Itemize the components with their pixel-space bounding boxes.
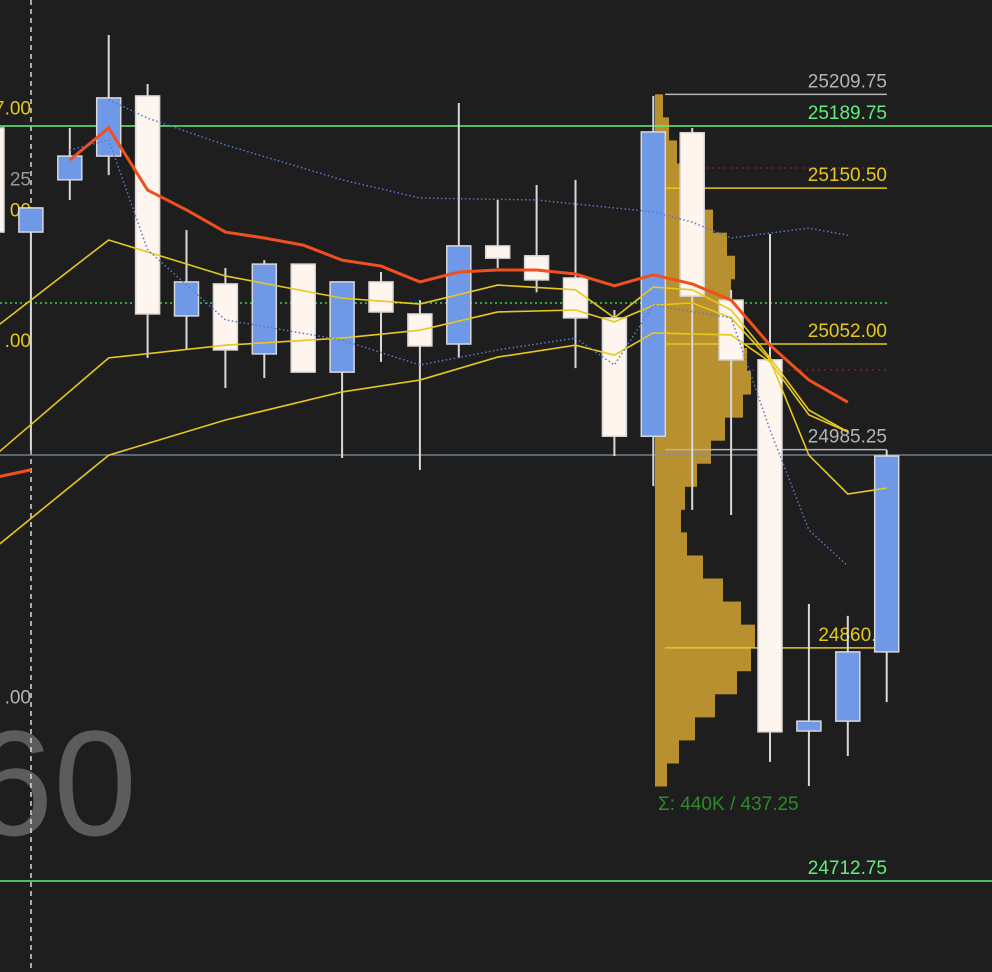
candle-body — [18, 207, 44, 233]
volume-profile-bar — [655, 624, 755, 649]
ma-indicator-line — [0, 239, 849, 433]
volume-profile-bar — [655, 578, 723, 603]
candle — [329, 281, 355, 458]
candle-body — [601, 317, 628, 437]
candle — [368, 272, 394, 362]
candle — [134, 84, 161, 358]
candle-body — [173, 281, 200, 317]
band-indicator-line — [69, 138, 849, 567]
volume-profile-bar — [655, 762, 667, 787]
candle-body — [0, 127, 5, 233]
candle — [757, 234, 783, 762]
left-price-label: 7.00 — [0, 99, 31, 120]
ema_fast-indicator-line — [0, 468, 32, 478]
candle — [835, 615, 861, 756]
candle — [601, 309, 628, 457]
volume-profile-bar — [655, 486, 685, 510]
left-price-label: .00 — [5, 687, 31, 708]
candle — [796, 603, 822, 787]
candle-body — [796, 720, 822, 732]
left-price-label: 25 — [10, 170, 31, 191]
price-level-label: 25189.75 — [808, 103, 887, 124]
volume-profile-bar — [655, 670, 737, 695]
ma-indicator-line — [0, 332, 849, 545]
band-indicator-line — [108, 99, 848, 239]
price-level-label: 24985.25 — [808, 427, 887, 448]
candle-body — [368, 281, 394, 313]
candle — [251, 260, 278, 379]
volume-profile-bar — [655, 371, 751, 395]
candle — [523, 184, 550, 293]
candle — [95, 34, 122, 176]
candle-body — [484, 245, 511, 259]
candle — [0, 127, 5, 233]
volume-profile-bar — [655, 739, 679, 764]
candle-body — [329, 281, 355, 373]
volume-profile-bar — [655, 716, 695, 741]
candle — [873, 450, 900, 703]
candle — [18, 207, 44, 451]
candle — [640, 95, 667, 487]
volume-profile-summary: Σ: 440K / 437.25 — [658, 794, 799, 815]
volume-profile-bar — [655, 555, 703, 580]
volume-profile-bar — [655, 693, 715, 718]
candle-body — [446, 245, 472, 345]
candle-body — [251, 263, 278, 355]
candle-body — [873, 455, 900, 653]
candle — [212, 268, 239, 388]
ema_fast-indicator-line — [68, 125, 849, 404]
volume-profile-bar — [655, 509, 681, 533]
ma-indicator-line — [0, 302, 887, 495]
candle — [446, 103, 472, 358]
candle-body — [57, 155, 83, 181]
price-level-label: 25209.75 — [808, 71, 887, 92]
volume-profile-bar — [655, 532, 687, 556]
candle-body — [212, 283, 239, 351]
volume-profile-bar — [655, 463, 697, 487]
left-price-label: .00 — [5, 331, 31, 352]
price-level-label: 25150.50 — [808, 165, 887, 186]
volume-profile-bar — [655, 440, 711, 464]
candle-body — [640, 131, 667, 437]
candle-body — [134, 95, 161, 315]
candle-body — [835, 651, 861, 722]
candle — [290, 263, 316, 373]
candle — [484, 199, 511, 269]
price-level-label: 24712.75 — [808, 858, 887, 879]
volume-profile-bar — [655, 647, 751, 672]
volume-profile-bar — [655, 301, 725, 326]
candle — [57, 127, 83, 200]
candle-body — [679, 131, 705, 297]
watermark-text: 60 — [0, 699, 137, 867]
candle-body — [523, 255, 550, 281]
volume-profile-bar — [655, 324, 737, 349]
candle — [407, 300, 433, 470]
candle — [173, 230, 200, 350]
volume-profile-bar — [655, 94, 663, 118]
candle-body — [407, 313, 433, 347]
volume-profile-bar — [655, 417, 725, 441]
candle — [679, 127, 705, 510]
volume-profile-bar — [655, 601, 741, 626]
price-level-label: 25052.00 — [808, 321, 887, 342]
candle-body — [757, 359, 783, 733]
candle-body — [290, 263, 316, 373]
volume-profile-bar — [655, 394, 743, 418]
price-level-label: 24860.0 — [818, 625, 887, 646]
